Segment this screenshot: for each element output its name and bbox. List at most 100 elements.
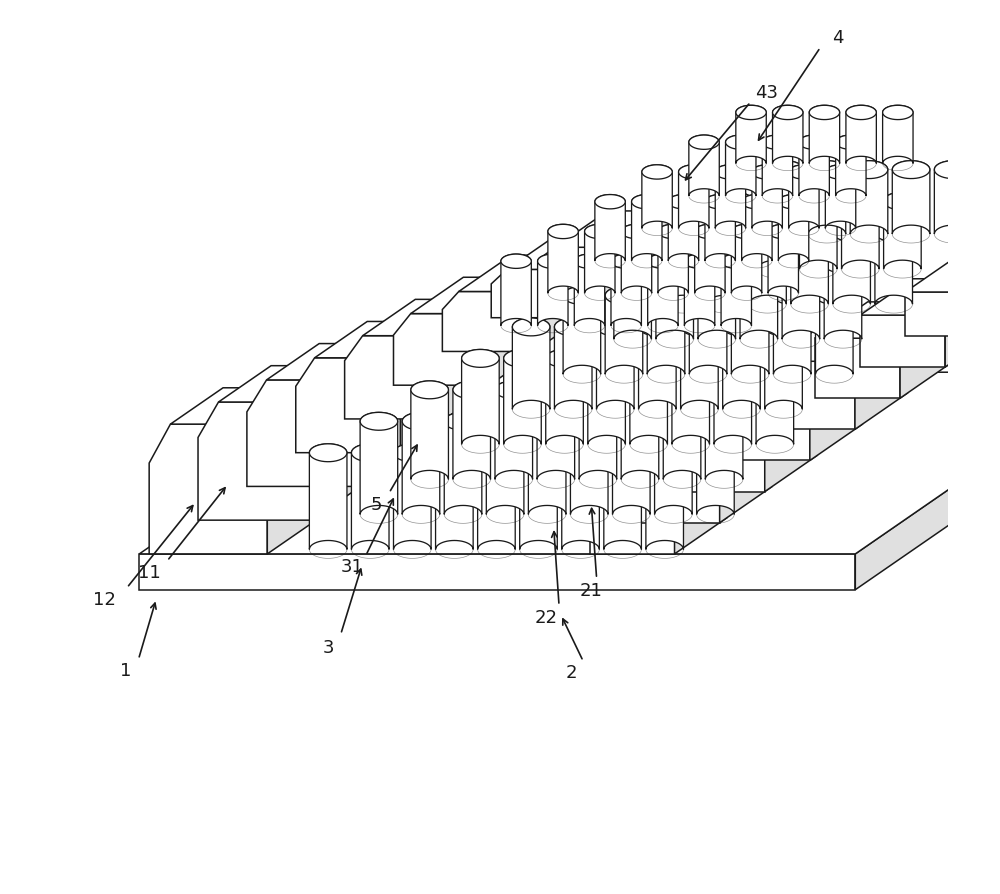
Polygon shape [705, 196, 735, 261]
Polygon shape [291, 367, 364, 438]
Polygon shape [720, 395, 772, 523]
Polygon shape [762, 136, 793, 150]
Polygon shape [934, 162, 972, 235]
Polygon shape [875, 224, 913, 242]
Polygon shape [579, 382, 617, 400]
Polygon shape [778, 196, 809, 261]
Polygon shape [351, 444, 389, 462]
Polygon shape [554, 318, 592, 409]
Polygon shape [945, 280, 998, 367]
Polygon shape [267, 344, 389, 381]
Polygon shape [850, 162, 888, 235]
Polygon shape [736, 106, 766, 121]
Text: 1: 1 [120, 662, 132, 679]
Polygon shape [689, 136, 719, 150]
Polygon shape [815, 339, 900, 399]
Polygon shape [562, 444, 599, 550]
Polygon shape [756, 350, 794, 445]
Polygon shape [707, 224, 744, 305]
Polygon shape [459, 256, 570, 292]
Polygon shape [715, 165, 746, 180]
Polygon shape [642, 165, 672, 229]
Polygon shape [621, 382, 659, 480]
Polygon shape [905, 292, 990, 336]
Polygon shape [749, 224, 786, 242]
Text: 22: 22 [535, 608, 558, 626]
Polygon shape [681, 318, 718, 336]
Polygon shape [393, 444, 431, 550]
Polygon shape [715, 165, 746, 229]
Polygon shape [534, 274, 586, 352]
Polygon shape [705, 382, 743, 400]
Polygon shape [647, 287, 685, 375]
Polygon shape [517, 256, 586, 310]
Polygon shape [695, 225, 725, 240]
Polygon shape [411, 278, 525, 315]
Text: 4: 4 [833, 29, 844, 46]
Polygon shape [757, 193, 795, 211]
Polygon shape [621, 382, 659, 400]
Polygon shape [427, 300, 497, 361]
Polygon shape [884, 193, 921, 211]
Polygon shape [170, 388, 299, 425]
Polygon shape [478, 444, 515, 550]
Polygon shape [588, 350, 625, 445]
Polygon shape [705, 196, 735, 209]
Polygon shape [555, 212, 660, 248]
Text: 2: 2 [566, 663, 577, 681]
Polygon shape [495, 382, 533, 480]
Polygon shape [762, 136, 793, 197]
Polygon shape [679, 165, 709, 229]
Polygon shape [635, 395, 772, 431]
Polygon shape [632, 196, 662, 261]
Polygon shape [721, 255, 751, 326]
Polygon shape [860, 316, 945, 367]
Polygon shape [658, 225, 688, 240]
Polygon shape [680, 408, 765, 492]
Polygon shape [604, 444, 641, 462]
Polygon shape [646, 444, 683, 462]
Polygon shape [833, 224, 870, 242]
Polygon shape [757, 193, 795, 270]
Polygon shape [495, 382, 533, 400]
Polygon shape [611, 255, 641, 326]
Polygon shape [655, 413, 692, 431]
Polygon shape [445, 325, 497, 419]
Polygon shape [697, 413, 734, 431]
Polygon shape [312, 401, 364, 520]
Polygon shape [892, 162, 930, 180]
Polygon shape [520, 444, 557, 550]
Polygon shape [791, 224, 828, 242]
Polygon shape [773, 106, 803, 121]
Polygon shape [402, 413, 440, 515]
Polygon shape [675, 417, 727, 554]
Polygon shape [656, 256, 693, 340]
Polygon shape [778, 196, 809, 209]
Polygon shape [393, 315, 489, 386]
Polygon shape [672, 350, 710, 445]
Polygon shape [630, 350, 667, 368]
Polygon shape [218, 367, 344, 402]
Polygon shape [647, 287, 685, 305]
Polygon shape [548, 225, 578, 240]
Polygon shape [791, 224, 828, 305]
Polygon shape [402, 413, 440, 431]
Polygon shape [351, 444, 389, 550]
Polygon shape [697, 413, 734, 515]
Polygon shape [648, 255, 678, 269]
Polygon shape [752, 165, 782, 180]
Polygon shape [752, 165, 782, 229]
Polygon shape [799, 193, 837, 270]
Polygon shape [715, 193, 753, 211]
Text: 43: 43 [755, 84, 778, 102]
Polygon shape [658, 225, 688, 294]
Polygon shape [905, 257, 1000, 292]
Polygon shape [824, 256, 862, 340]
Polygon shape [742, 196, 772, 261]
Polygon shape [766, 162, 804, 180]
Polygon shape [198, 402, 312, 520]
Polygon shape [537, 382, 575, 480]
Polygon shape [462, 350, 499, 368]
Polygon shape [782, 256, 820, 340]
Polygon shape [613, 413, 650, 431]
